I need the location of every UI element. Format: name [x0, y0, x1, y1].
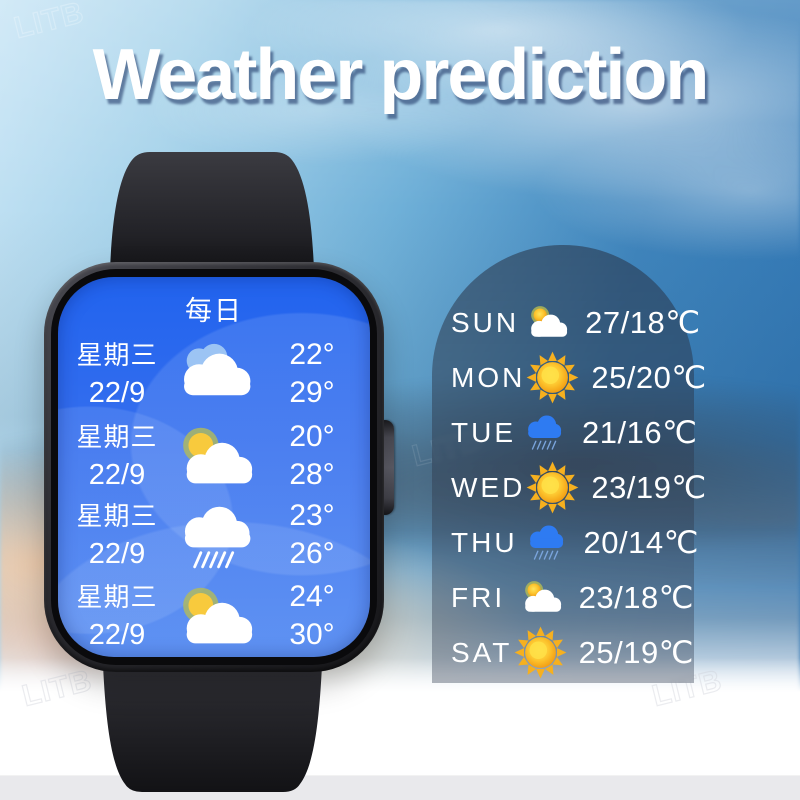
forecast-row-mon: MON 25/20℃ — [432, 350, 706, 405]
temp-low: 26° — [289, 537, 335, 570]
temperature-values: 23° 26° — [254, 497, 370, 573]
temperature-values: 24° 30° — [254, 578, 370, 654]
temperature-range: 25/20℃ — [591, 359, 707, 395]
forecast-row-sun: SUN 27/18℃ — [432, 295, 700, 350]
date-label: 22/9 — [88, 538, 146, 570]
partly-sunny-icon — [169, 415, 261, 497]
forecast-row-fri: FRI 23/18℃ — [432, 570, 694, 625]
partly-sunny-icon — [169, 575, 261, 657]
watch-weather-row: 星期三 22/9 20° 28° — [58, 415, 370, 495]
day-label: SAT — [451, 636, 513, 668]
day-label: MON — [451, 361, 526, 393]
day-label: TUE — [451, 416, 516, 448]
day-date-label: 星期三 22/9 — [58, 336, 176, 412]
temperature-range: 23/18℃ — [578, 579, 694, 615]
temp-high: 22° — [289, 338, 335, 371]
temperature-range: 27/18℃ — [585, 304, 701, 340]
cloudy-icon — [169, 333, 261, 415]
date-label: 22/9 — [88, 377, 146, 409]
watch-body: 每日 星期三 22/9 22° 29° 星期三 22/9 — [44, 262, 384, 672]
day-label: SUN — [451, 306, 520, 338]
forecast-row-wed: WED 23/19℃ — [432, 460, 706, 515]
date-label: 22/9 — [88, 619, 146, 651]
forecast-rows: SUN 27/18℃ MON 25/20℃ TUE 21/16℃ WED 23/… — [432, 295, 706, 680]
temp-low: 28° — [289, 458, 335, 491]
temp-high: 23° — [289, 499, 335, 532]
watch-strap-top — [110, 152, 314, 270]
watch-screen-title: 每日 — [185, 296, 243, 326]
watch-weather-row: 星期三 22/9 22° 29° — [58, 333, 370, 413]
temperature-values: 22° 29° — [254, 336, 370, 412]
forecast-panel: SUN 27/18℃ MON 25/20℃ TUE 21/16℃ WED 23/… — [432, 245, 706, 683]
temp-low: 30° — [289, 618, 335, 651]
rain-icon — [169, 494, 261, 576]
forecast-row-tue: TUE 21/16℃ — [432, 405, 698, 460]
watch-weather-row: 星期三 22/9 24° 30° — [58, 575, 370, 655]
date-label: 22/9 — [88, 459, 146, 491]
temp-low: 29° — [289, 376, 335, 409]
temperature-range: 20/14℃ — [583, 524, 699, 560]
day-label: THU — [451, 526, 518, 558]
watch-weather-row: 星期三 22/9 23° 26° — [58, 494, 370, 574]
temperature-range: 23/19℃ — [591, 469, 707, 505]
watch-strap-bottom — [103, 665, 322, 792]
temperature-range: 21/16℃ — [582, 414, 698, 450]
day-label: WED — [451, 471, 526, 503]
weekday-label: 星期三 — [76, 582, 158, 612]
watch-screen[interactable]: 每日 星期三 22/9 22° 29° 星期三 22/9 — [58, 277, 370, 657]
temp-high: 24° — [289, 580, 335, 613]
weekday-label: 星期三 — [76, 422, 158, 452]
forecast-row-thu: THU 20/14℃ — [432, 515, 698, 570]
temp-high: 20° — [289, 420, 335, 453]
weekday-label: 星期三 — [76, 340, 158, 370]
forecast-row-sat: SAT 25/19℃ — [432, 625, 694, 680]
temperature-range: 25/19℃ — [578, 634, 694, 670]
weekday-label: 星期三 — [76, 501, 158, 531]
temperature-values: 20° 28° — [254, 418, 370, 494]
day-label: FRI — [451, 581, 506, 613]
page-title: Weather prediction — [92, 35, 710, 115]
day-date-label: 星期三 22/9 — [58, 497, 176, 573]
day-date-label: 星期三 22/9 — [58, 578, 176, 654]
day-date-label: 星期三 22/9 — [58, 418, 176, 494]
